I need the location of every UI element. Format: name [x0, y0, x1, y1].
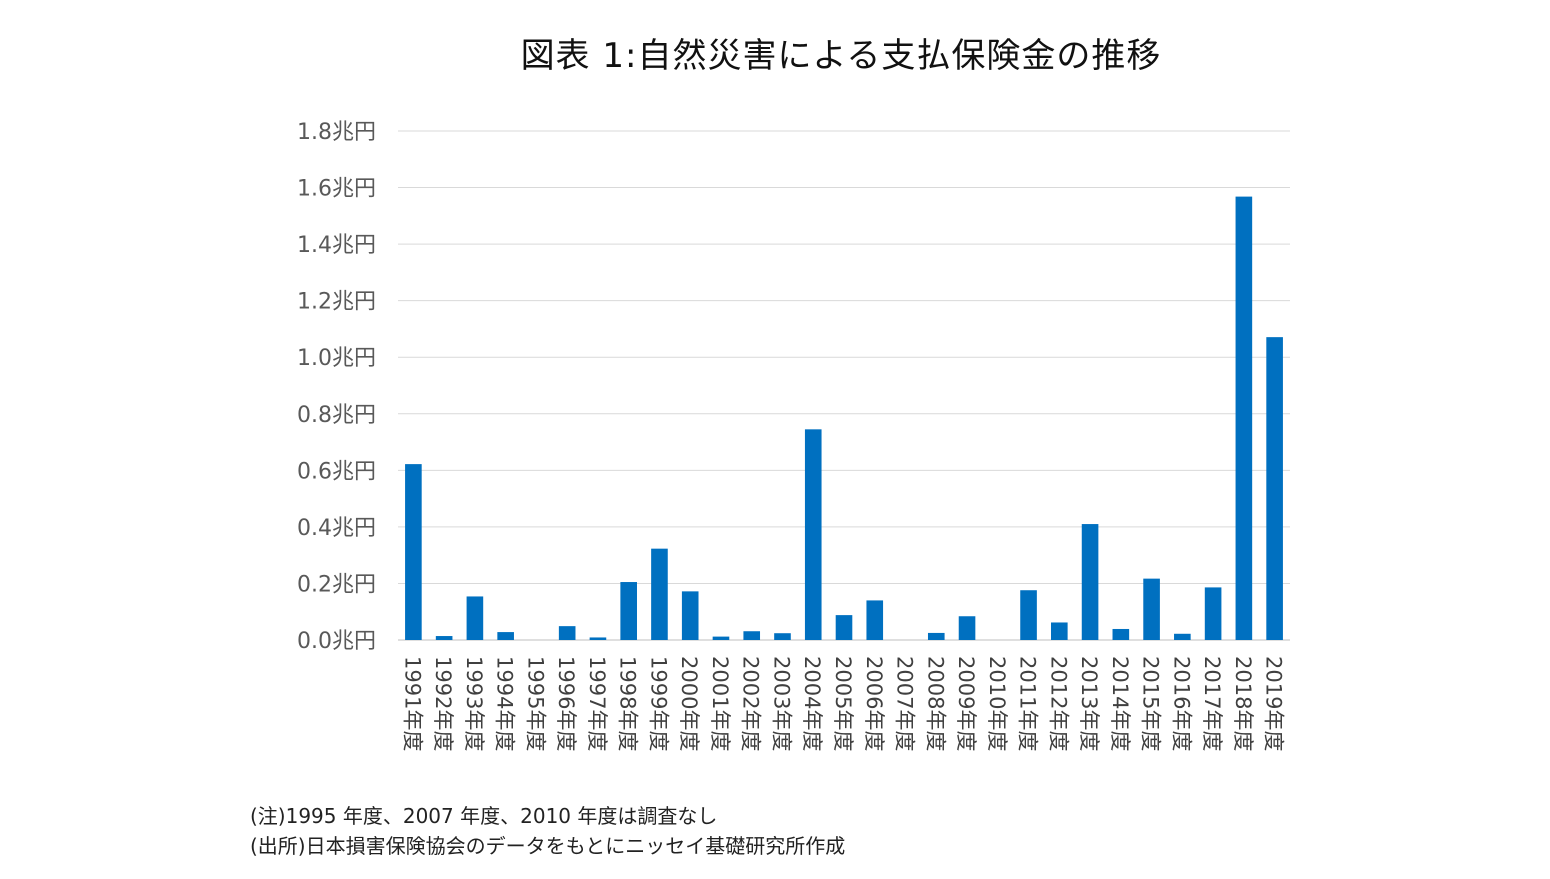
x-tick-label: 2014年度 [1108, 656, 1132, 751]
x-tick-label: 2005年度 [831, 656, 855, 751]
x-tick-label: 1998年度 [616, 656, 640, 751]
y-tick-label: 1.8兆円 [297, 120, 376, 145]
bar [681, 591, 699, 640]
x-tick-label: 2016年度 [1169, 656, 1193, 751]
x-axis: 1991年度 1992年度 1993年度 1994年度 1995年度 1996年度 1997… [400, 656, 1285, 751]
bar [1143, 578, 1160, 640]
y-tick-label: 1.2兆円 [297, 290, 376, 315]
bar [712, 636, 730, 640]
bar [743, 631, 761, 640]
bar [497, 632, 514, 640]
bar [1051, 622, 1068, 640]
x-tick-label: 2013年度 [1077, 656, 1101, 751]
y-tick-label: 0.2兆円 [297, 572, 376, 597]
x-tick-label: 2017年度 [1200, 656, 1224, 751]
y-tick-label: 1.6兆円 [297, 177, 376, 202]
x-tick-label: 2003年度 [769, 656, 793, 751]
x-tick-label: 1999年度 [646, 656, 670, 751]
bar [774, 633, 791, 640]
x-tick-label: 2006年度 [862, 656, 886, 751]
x-tick-label: 1991年度 [400, 656, 424, 751]
x-tick-label: 1994年度 [493, 656, 517, 751]
bar [927, 632, 945, 640]
bar [405, 464, 422, 640]
bar [866, 600, 884, 640]
y-tick-label: 1.0兆円 [297, 346, 376, 371]
bar [1081, 524, 1099, 640]
bar [1174, 633, 1191, 640]
y-tick-label: 1.4兆円 [297, 233, 376, 258]
bar [466, 596, 484, 640]
x-tick-label: 2019年度 [1262, 656, 1286, 751]
x-tick-label: 1997年度 [585, 656, 609, 751]
bar [1020, 590, 1037, 640]
x-tick-label: 2007年度 [893, 656, 917, 751]
bar [835, 615, 853, 640]
bar [589, 637, 607, 640]
y-tick-label: 0.8兆円 [297, 403, 376, 428]
x-tick-label: 2008年度 [923, 656, 947, 751]
gridlines [398, 130, 1290, 641]
bars [405, 196, 1283, 641]
bar [1235, 196, 1253, 641]
x-tick-label: 2001年度 [708, 656, 732, 751]
bar [558, 626, 576, 640]
x-tick-label: 1995年度 [523, 656, 547, 751]
x-tick-label: 2012年度 [1046, 656, 1070, 751]
bar [958, 616, 976, 640]
source-note: (出所)日本損害保険協会のデータをもとにニッセイ基礎研究所作成 [250, 834, 846, 858]
bar [804, 429, 822, 640]
x-tick-label: 2011年度 [1016, 656, 1040, 751]
x-tick-label: 2010年度 [985, 656, 1009, 751]
bar [1204, 587, 1222, 640]
bar [1112, 628, 1130, 640]
bar [651, 548, 668, 640]
bar [435, 636, 453, 640]
x-tick-label: 1992年度 [431, 656, 455, 751]
x-tick-label: 2004年度 [800, 656, 824, 751]
y-tick-label: 0.6兆円 [297, 459, 376, 484]
chart-title: 図表 1:自然災害による支払保険金の推移 [520, 36, 1162, 76]
x-tick-label: 2018年度 [1231, 656, 1255, 751]
x-tick-label: 2000年度 [677, 656, 701, 751]
y-axis: 0.0兆円 0.2兆円 0.4兆円 0.6兆円 0.8兆円 1.0兆円 1.2兆円 1.4兆円… [297, 120, 376, 654]
y-tick-label: 0.4兆円 [297, 516, 376, 541]
x-tick-label: 2015年度 [1139, 656, 1163, 751]
bar [620, 582, 637, 640]
footnote: (注)1995 年度、2007 年度、2010 年度は調査なし [250, 804, 718, 828]
bar [1266, 337, 1283, 640]
y-tick-label: 0.0兆円 [297, 629, 376, 654]
x-tick-label: 2002年度 [739, 656, 763, 751]
x-tick-label: 1993年度 [462, 656, 486, 751]
x-tick-label: 2009年度 [954, 656, 978, 751]
x-tick-label: 1996年度 [554, 656, 578, 751]
